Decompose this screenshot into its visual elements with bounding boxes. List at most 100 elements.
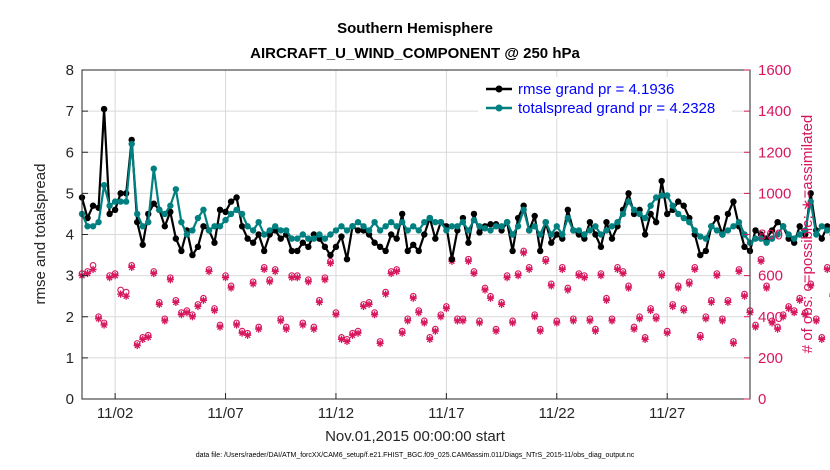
rmse-point <box>260 247 268 255</box>
y-tick-label: 0 <box>66 391 74 408</box>
obs-assimilated-marker <box>591 327 600 335</box>
totalspread-point <box>244 223 251 230</box>
totalspread-point <box>680 214 687 222</box>
y2-tick-label: 1000 <box>758 185 791 202</box>
rmse-point <box>327 251 334 259</box>
totalspread-point <box>387 218 395 226</box>
totalspread-point <box>200 206 207 214</box>
totalspread-point <box>575 227 583 234</box>
obs-assimilated-marker <box>210 306 219 315</box>
rmse-point <box>713 214 721 222</box>
obs-assimilated-marker <box>503 274 511 282</box>
rmse-point <box>531 212 538 220</box>
obs-assimilated-marker <box>740 292 749 300</box>
obs-assimilated-marker <box>249 280 257 288</box>
obs-assimilated-marker <box>729 339 738 348</box>
rmse-point <box>487 221 494 228</box>
totalspread-point <box>807 198 814 205</box>
obs-assimilated-marker <box>652 315 660 323</box>
rmse-point <box>238 223 246 230</box>
data-file-footnote: data file: /Users/raeder/DAI/ATM_forcXX/… <box>196 452 635 459</box>
x-tick-label: 11/02 <box>97 405 133 422</box>
y2-axis-label: # of obs: o=possible; ∗=assimilated <box>799 115 816 354</box>
obs-assimilated-marker <box>83 269 92 278</box>
totalspread-point <box>294 235 301 242</box>
obs-assimilated-marker <box>183 309 191 317</box>
totalspread-point <box>205 227 213 234</box>
obs-assimilated-marker <box>111 272 119 280</box>
totalspread-point <box>382 223 389 230</box>
totalspread-point <box>145 218 152 226</box>
totalspread-point <box>255 218 262 226</box>
rmse-point <box>277 235 284 242</box>
totalspread-point <box>757 235 765 242</box>
totalspread-point <box>106 202 113 209</box>
totalspread-point <box>658 192 665 199</box>
obs-assimilated-marker <box>365 300 373 309</box>
totalspread-point <box>531 223 538 230</box>
rmse-point <box>702 247 710 255</box>
x-tick-label: 11/12 <box>318 405 354 422</box>
totalspread-point <box>713 227 721 234</box>
obs-assimilated-marker <box>514 272 522 280</box>
rmse-point <box>597 243 605 251</box>
obs-assimilated-marker <box>790 309 798 317</box>
totalspread-point <box>779 223 787 230</box>
totalspread-point <box>581 231 588 238</box>
totalspread-point <box>641 214 649 222</box>
totalspread-point <box>597 231 605 238</box>
legend-spread-marker <box>495 104 503 112</box>
axis-ticks: 0 1 2 3 4 5 6 7 8 0 200 400 600 800 1000 1200 1400 1600 11… <box>66 62 792 422</box>
totalspread-point <box>691 227 698 234</box>
obs-assimilated-marker <box>343 337 351 346</box>
obs-assimilated-marker <box>232 321 241 329</box>
totalspread-point <box>349 223 356 230</box>
totalspread-point <box>525 227 533 234</box>
obs-assimilated-marker <box>426 335 434 343</box>
obs-assimilated-marker <box>94 315 103 323</box>
totalspread-point <box>305 235 312 242</box>
totalspread-point <box>288 235 295 242</box>
obs-assimilated-marker <box>271 267 279 276</box>
rmse-point <box>410 241 417 248</box>
totalspread-point <box>542 218 549 226</box>
totalspread-point <box>625 198 632 205</box>
totalspread-point <box>443 227 450 234</box>
legend-spread-label: totalspread grand pr = 4.2328 <box>518 100 715 117</box>
totalspread-point <box>559 231 566 238</box>
obs-assimilated-marker <box>691 265 699 274</box>
totalspread-point <box>509 231 516 238</box>
totalspread-point <box>592 223 599 230</box>
obs-assimilated-marker <box>354 329 362 337</box>
rmse-point <box>404 247 411 255</box>
obs-assimilated-marker <box>663 329 671 337</box>
totalspread-point <box>548 231 555 238</box>
obs-assimilated-marker <box>172 298 180 306</box>
rmse-point <box>100 105 108 113</box>
rmse-point <box>807 190 814 197</box>
rmse-point <box>167 208 174 216</box>
rmse-point <box>697 251 704 259</box>
totalspread-point <box>514 223 522 230</box>
rmse-point <box>625 190 632 197</box>
obs-assimilated-marker <box>647 306 655 315</box>
obs-assimilated-marker <box>277 317 285 325</box>
rmse-point <box>796 223 803 230</box>
rmse-point <box>564 206 572 214</box>
totalspread-point <box>310 235 318 242</box>
obs-assimilated-marker <box>718 317 726 325</box>
rmse-point <box>305 243 312 251</box>
y2-tick-label: 1200 <box>758 144 791 161</box>
obs-assimilated-marker <box>133 341 141 350</box>
rmse-point <box>178 247 185 255</box>
obs-assimilated-marker <box>470 269 478 278</box>
totalspread-point <box>752 235 759 242</box>
obs-assimilated-marker <box>525 265 533 274</box>
rmse-point <box>332 243 340 251</box>
rmse-point <box>603 218 610 226</box>
obs-assimilated-marker <box>608 317 616 325</box>
y-axis-label: rmse and totalspread <box>32 164 49 305</box>
rmse-point <box>608 235 616 242</box>
totalspread-point <box>360 223 367 230</box>
y-tick-label: 1 <box>66 350 74 367</box>
